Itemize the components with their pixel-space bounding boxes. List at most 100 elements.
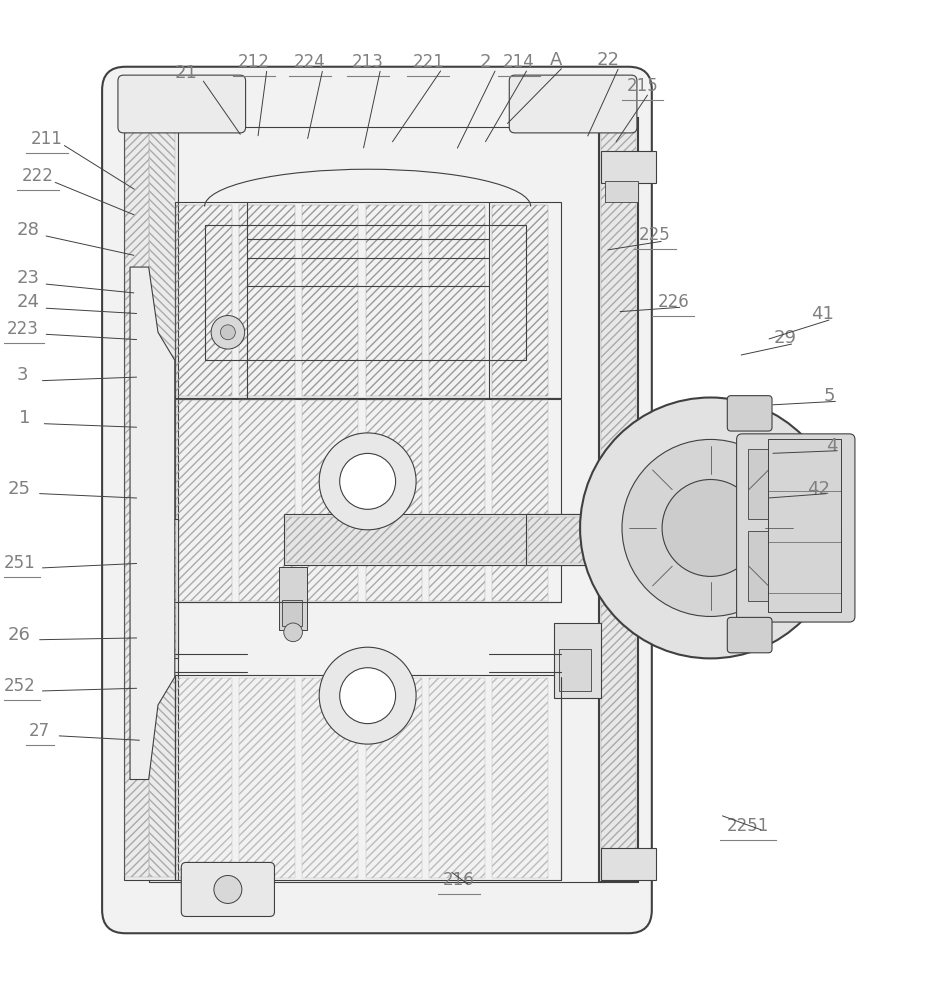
FancyBboxPatch shape — [118, 75, 245, 133]
Circle shape — [212, 316, 244, 349]
Bar — [768, 439, 841, 612]
Bar — [492, 205, 548, 396]
Text: 251: 251 — [4, 554, 35, 572]
Bar — [366, 400, 422, 601]
Text: 26: 26 — [7, 626, 31, 644]
Bar — [239, 678, 295, 878]
Bar — [285, 517, 629, 563]
Bar — [601, 151, 656, 183]
Bar — [366, 678, 422, 878]
Bar — [144, 521, 176, 657]
Bar — [149, 132, 175, 877]
Circle shape — [622, 439, 799, 616]
Bar — [175, 675, 562, 880]
Circle shape — [284, 623, 302, 642]
Bar — [176, 205, 231, 396]
Text: 213: 213 — [352, 53, 384, 71]
FancyBboxPatch shape — [182, 862, 274, 916]
Bar — [176, 678, 231, 878]
Text: 21: 21 — [174, 64, 197, 82]
Bar — [142, 519, 178, 658]
Text: 25: 25 — [7, 480, 31, 498]
FancyBboxPatch shape — [509, 75, 636, 133]
Text: 1: 1 — [19, 409, 31, 427]
Bar — [601, 848, 656, 880]
FancyBboxPatch shape — [102, 67, 651, 933]
Bar — [284, 514, 629, 565]
Circle shape — [214, 875, 241, 903]
Circle shape — [812, 464, 832, 484]
PathPatch shape — [130, 267, 175, 780]
Circle shape — [580, 398, 841, 658]
Bar — [302, 205, 358, 396]
Bar — [429, 400, 485, 601]
Text: 222: 222 — [22, 167, 53, 185]
Bar — [176, 400, 231, 601]
Bar — [429, 205, 485, 396]
Bar — [526, 514, 637, 565]
Text: A: A — [549, 51, 562, 69]
Text: 223: 223 — [7, 320, 38, 338]
Bar — [599, 118, 637, 882]
Text: 41: 41 — [811, 305, 834, 323]
Text: 215: 215 — [626, 77, 658, 95]
Circle shape — [221, 325, 235, 340]
Text: 211: 211 — [31, 130, 63, 148]
Text: 2251: 2251 — [726, 817, 769, 835]
Text: 22: 22 — [596, 51, 620, 69]
Bar — [149, 127, 606, 882]
Text: 2: 2 — [479, 53, 490, 71]
Bar — [748, 449, 841, 519]
Bar — [492, 400, 548, 601]
Text: 42: 42 — [807, 480, 830, 498]
Bar — [302, 400, 358, 601]
Bar — [601, 121, 636, 880]
Text: 27: 27 — [29, 722, 51, 740]
Text: 28: 28 — [17, 221, 40, 239]
Bar — [175, 202, 562, 398]
Bar — [125, 132, 149, 877]
Circle shape — [319, 647, 417, 744]
Text: 221: 221 — [412, 53, 445, 71]
Text: 4: 4 — [826, 437, 838, 455]
Bar — [239, 205, 295, 396]
Text: 216: 216 — [443, 871, 475, 889]
Bar — [429, 678, 485, 878]
Circle shape — [812, 480, 832, 501]
Text: 225: 225 — [638, 226, 670, 244]
Text: 3: 3 — [17, 366, 29, 384]
Circle shape — [812, 560, 832, 580]
Bar — [239, 400, 295, 601]
Bar — [606, 181, 637, 202]
Text: 224: 224 — [294, 53, 326, 71]
Circle shape — [812, 577, 832, 598]
Bar — [528, 517, 636, 563]
Text: 5: 5 — [824, 387, 836, 405]
Circle shape — [340, 668, 396, 724]
Text: 24: 24 — [17, 293, 40, 311]
Text: 29: 29 — [773, 329, 797, 347]
Circle shape — [812, 496, 832, 517]
Circle shape — [319, 433, 417, 530]
Bar — [366, 205, 422, 396]
Bar — [302, 678, 358, 878]
Text: 226: 226 — [657, 293, 689, 311]
Bar — [205, 225, 526, 360]
Bar — [748, 531, 841, 601]
Bar — [492, 678, 548, 878]
FancyBboxPatch shape — [737, 434, 855, 622]
Bar — [279, 567, 307, 630]
Circle shape — [662, 480, 759, 576]
Bar — [175, 399, 562, 602]
Bar — [554, 623, 601, 698]
Bar — [124, 127, 178, 880]
Circle shape — [340, 453, 396, 509]
Text: 214: 214 — [503, 53, 534, 71]
Text: 23: 23 — [17, 269, 40, 287]
Bar — [559, 649, 592, 691]
FancyBboxPatch shape — [727, 396, 772, 431]
Text: 252: 252 — [4, 677, 35, 695]
Text: 212: 212 — [238, 53, 270, 71]
Bar — [282, 600, 302, 626]
FancyBboxPatch shape — [727, 617, 772, 653]
